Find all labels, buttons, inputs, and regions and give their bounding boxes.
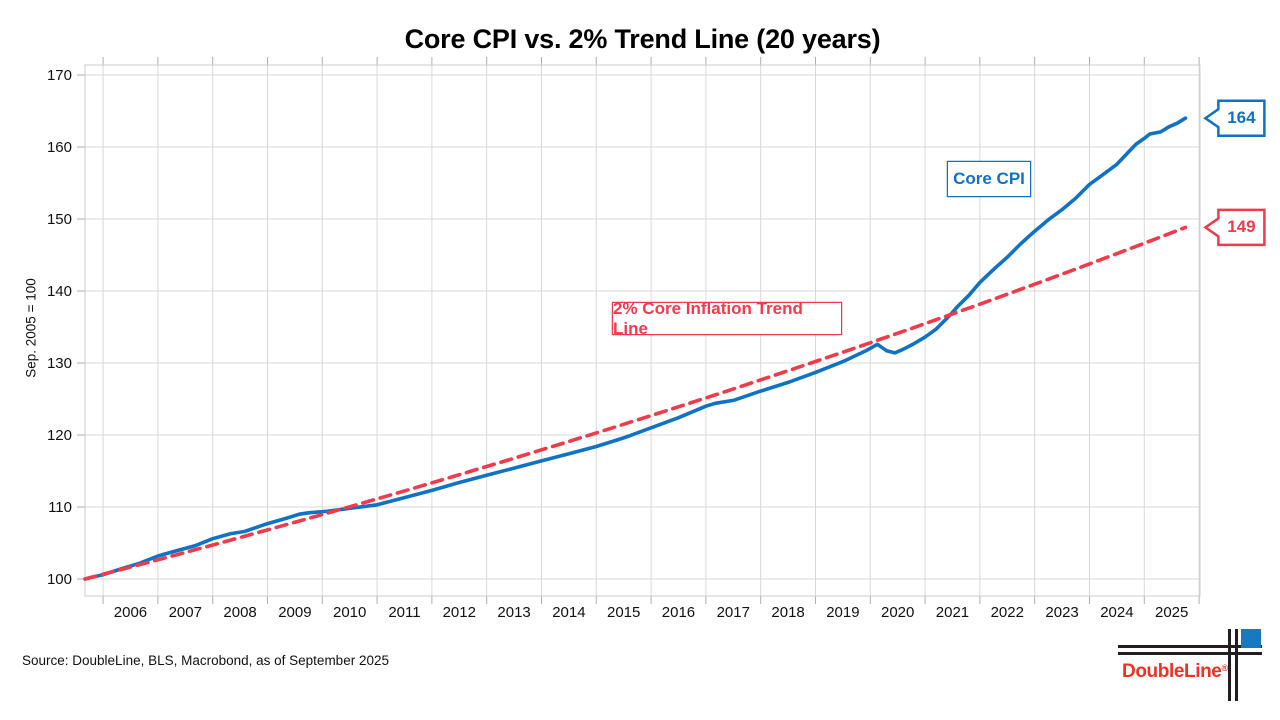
x-tick-label: 2022 [991, 604, 1024, 621]
y-tick-label: 160 [47, 139, 72, 156]
x-tick-label: 2010 [333, 604, 366, 621]
chart-title: Core CPI vs. 2% Trend Line (20 years) [404, 24, 881, 54]
x-tick-label: 2020 [881, 604, 914, 621]
source-note: Source: DoubleLine, BLS, Macrobond, as o… [22, 653, 389, 668]
logo-horizontal-line [1118, 645, 1262, 648]
y-tick-label: 110 [48, 499, 72, 516]
core-cpi-end-value-callout: 164 [1227, 108, 1256, 128]
x-tick-label: 2024 [1100, 604, 1133, 621]
y-tick-label: 130 [47, 355, 72, 372]
logo-brand-text: DoubleLine® [1122, 661, 1228, 682]
plot-border [84, 64, 1201, 597]
y-tick-label: 150 [47, 211, 72, 228]
x-tick-label: 2014 [552, 604, 585, 621]
x-tick-label: 2017 [717, 604, 750, 621]
x-tick-label: 2009 [278, 604, 311, 621]
y-tick-label: 120 [47, 427, 72, 444]
y-tick-label: 170 [47, 67, 72, 84]
y-axis-label: Sep. 2005 = 100 [23, 278, 39, 378]
x-tick-label: 2021 [936, 604, 969, 621]
y-tick-label: 140 [47, 283, 72, 300]
end-value-callout-bubble [1203, 208, 1266, 247]
trend-end-value-callout: 149 [1227, 217, 1256, 237]
end-value-callout-bubble [1203, 99, 1266, 137]
logo-horizontal-line [1118, 652, 1262, 655]
x-tick-label: 2006 [114, 604, 147, 621]
x-tick-label: 2015 [607, 604, 640, 621]
chart-line-trend [83, 225, 1188, 581]
trend-line-series-label: 2% Core Inflation Trend Line [613, 299, 841, 338]
x-tick-label: 2007 [169, 604, 202, 621]
x-tick-label: 2011 [388, 604, 420, 621]
x-tick-label: 2008 [223, 604, 256, 621]
x-tick-label: 2016 [662, 604, 695, 621]
logo-vertical-line [1235, 629, 1238, 701]
doubleline-logo: DoubleLine® [1115, 626, 1265, 706]
core-cpi-series-label: Core CPI [948, 162, 1030, 196]
x-tick-label: 2025 [1155, 604, 1188, 621]
registered-mark: ® [1221, 663, 1228, 673]
x-tick-label: 2019 [826, 604, 859, 621]
chart-line-core-cpi [83, 116, 1188, 581]
y-tick-label: 100 [47, 571, 72, 588]
logo-blue-square [1241, 629, 1261, 648]
x-tick-label: 2018 [771, 604, 804, 621]
x-tick-label: 2023 [1045, 604, 1078, 621]
x-tick-label: 2013 [497, 604, 530, 621]
logo-vertical-line [1228, 629, 1231, 701]
x-tick-label: 2012 [443, 604, 476, 621]
